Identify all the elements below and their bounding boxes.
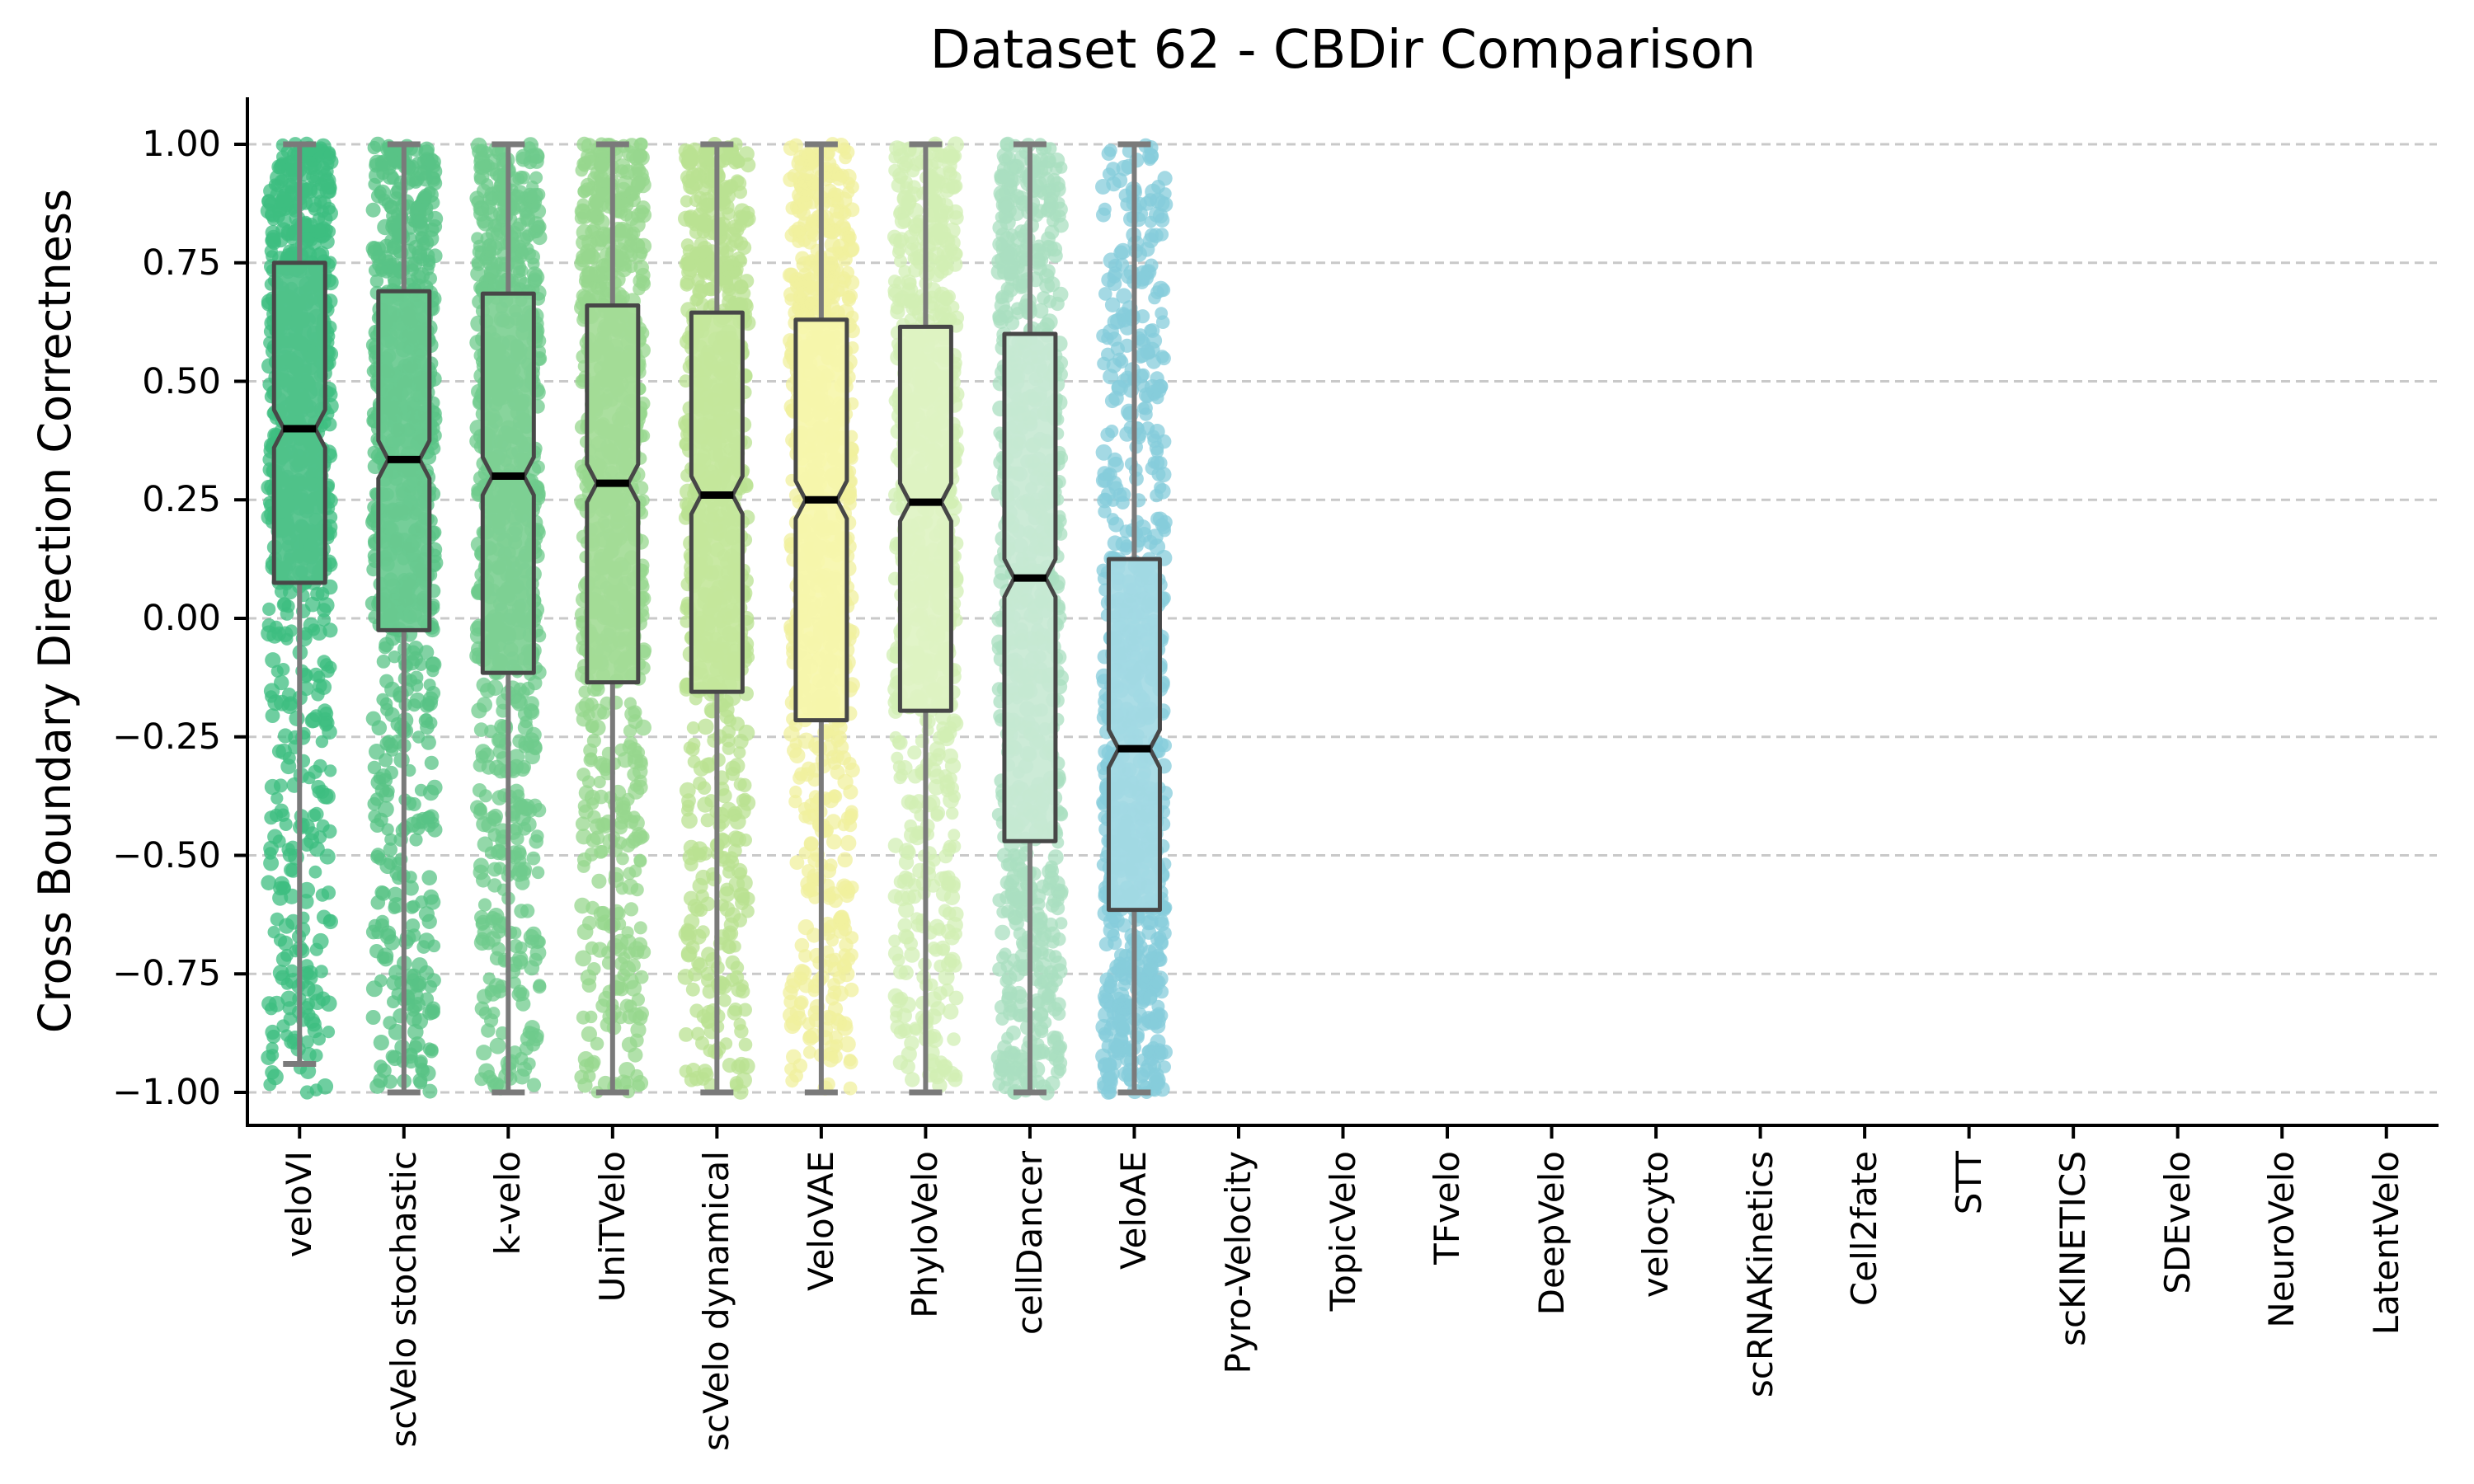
y-tick-label: −0.25 bbox=[112, 716, 221, 758]
x-tick-label-k-velo: k-velo bbox=[487, 1151, 529, 1256]
x-tick-label-PhyloVelo: PhyloVelo bbox=[905, 1151, 946, 1318]
boxplot-veloVI bbox=[271, 141, 327, 1067]
y-tick-label: 0.50 bbox=[142, 360, 221, 402]
x-tick-label-veloVI: veloVI bbox=[279, 1151, 320, 1258]
x-tick-label-Cell2fate: Cell2fate bbox=[1844, 1151, 1885, 1307]
boxplot-VeloAE bbox=[1106, 141, 1162, 1096]
x-tick-label-Pyro-Velocity: Pyro-Velocity bbox=[1217, 1151, 1258, 1374]
y-tick-label: 0.25 bbox=[142, 479, 221, 521]
axes bbox=[234, 97, 2439, 1139]
x-tick-label-scRNAKinetics: scRNAKinetics bbox=[1739, 1151, 1780, 1398]
boxplot-PhyloVelo bbox=[897, 141, 953, 1096]
y-tick-label: −0.50 bbox=[112, 834, 221, 876]
boxplot-VeloVAE bbox=[793, 141, 849, 1096]
x-tick-label-VeloVAE: VeloVAE bbox=[800, 1151, 841, 1291]
x-tick-label-TopicVelo: TopicVelo bbox=[1322, 1151, 1363, 1312]
x-tick-label-DeepVelo: DeepVelo bbox=[1531, 1151, 1572, 1316]
boxplot-UniTVelo bbox=[585, 141, 641, 1096]
x-tick-label-LatentVelo: LatentVelo bbox=[2365, 1151, 2406, 1336]
chart-title: Dataset 62 - CBDir Comparison bbox=[929, 20, 1757, 81]
y-tick-label: 0.00 bbox=[142, 598, 221, 639]
x-tick-label-STT: STT bbox=[1948, 1151, 1989, 1215]
y-tick-label: −1.00 bbox=[112, 1072, 221, 1113]
x-tick-label-TFvelo: TFvelo bbox=[1427, 1151, 1468, 1265]
x-tick-label-VeloAE: VeloAE bbox=[1113, 1151, 1155, 1270]
x-tick-label-velocyto: velocyto bbox=[1635, 1151, 1677, 1298]
x-tick-label-scVelo-stochastic: scVelo stochastic bbox=[383, 1151, 424, 1448]
boxplot-scVelo-stochastic bbox=[376, 141, 432, 1096]
x-tick-label-NeuroVelo: NeuroVelo bbox=[2261, 1151, 2302, 1328]
boxplot-k-velo bbox=[480, 141, 536, 1096]
y-tick-label: 0.75 bbox=[142, 242, 221, 284]
x-tick-label-scKINETICS: scKINETICS bbox=[2053, 1151, 2094, 1346]
x-tick-label-UniTVelo: UniTVelo bbox=[591, 1151, 633, 1303]
x-tick-label-SDEvelo: SDEvelo bbox=[2157, 1151, 2198, 1294]
y-tick-label: 1.00 bbox=[142, 124, 221, 165]
x-tick-label-cellDancer: cellDancer bbox=[1009, 1151, 1050, 1336]
boxplot-cellDancer bbox=[1002, 141, 1058, 1096]
y-tick-label: −0.75 bbox=[112, 953, 221, 995]
boxplot-scVelo-dynamical bbox=[689, 141, 745, 1096]
x-tick-label-scVelo-dynamical: scVelo dynamical bbox=[696, 1151, 737, 1451]
